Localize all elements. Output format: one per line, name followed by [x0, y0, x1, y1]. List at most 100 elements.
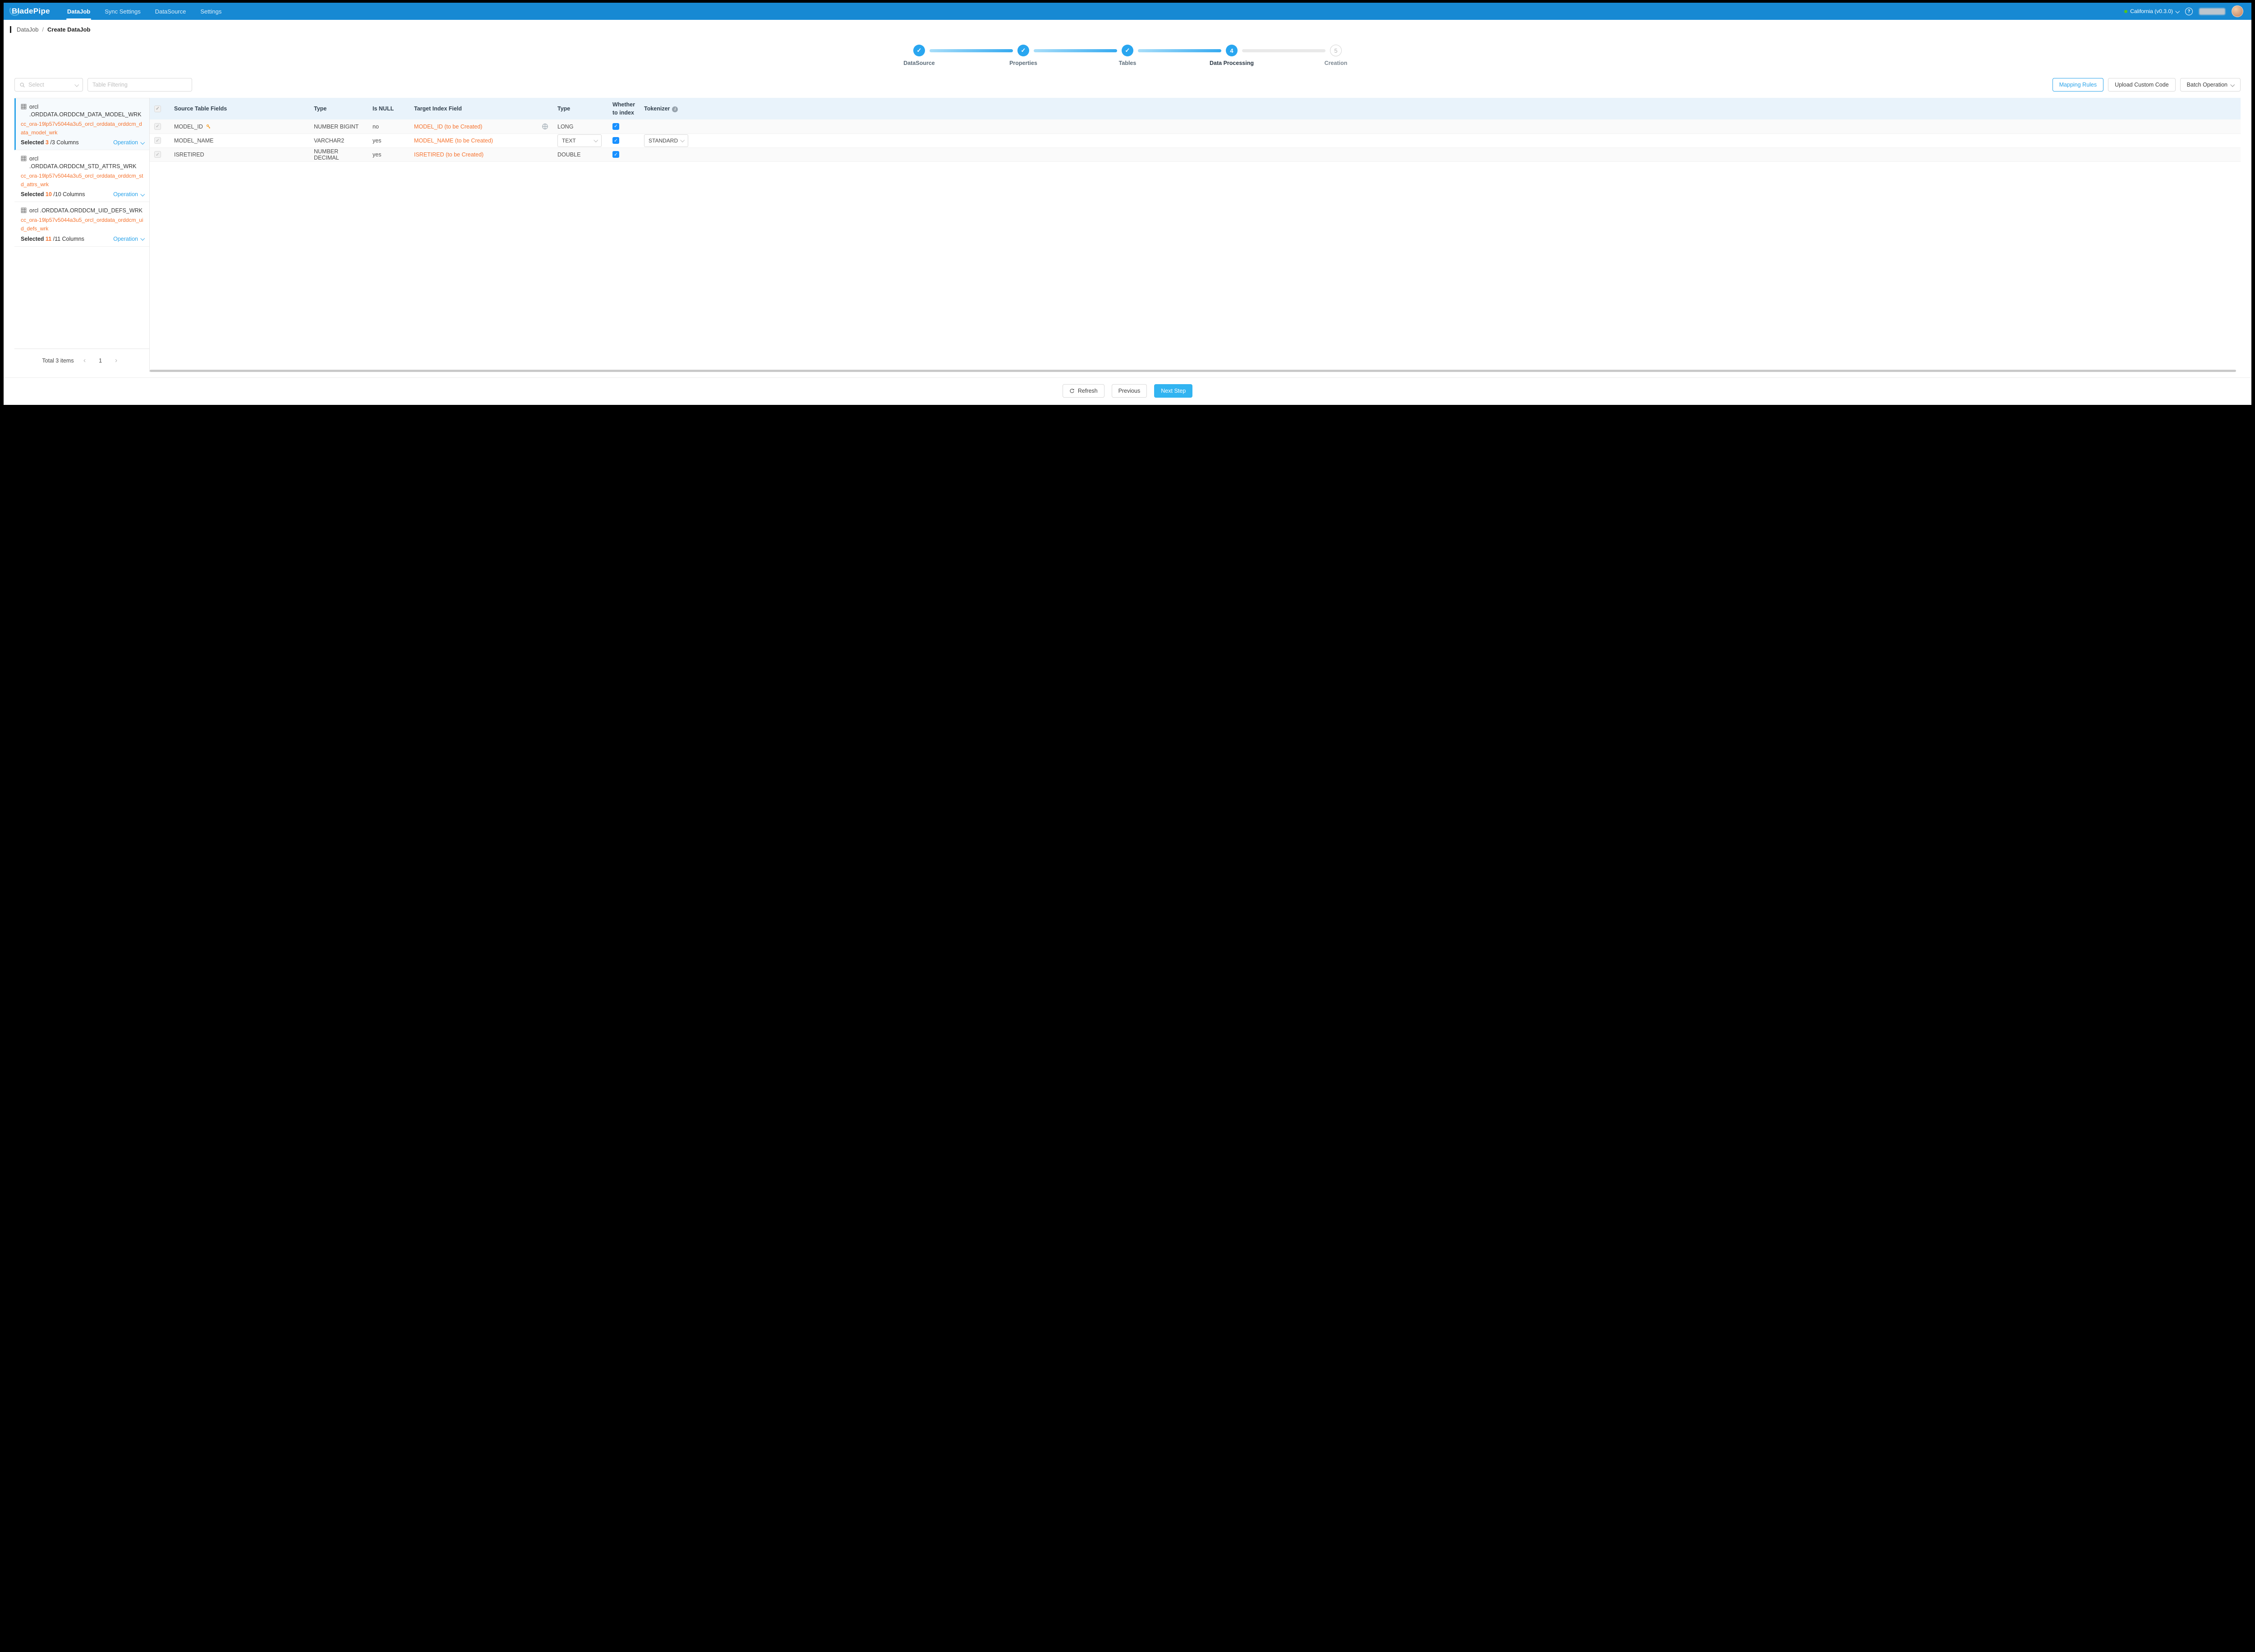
region-selector[interactable]: California (v0.3.0)	[2124, 8, 2180, 14]
tokenizer-cell	[640, 147, 2241, 162]
col-whether-to-index: Whether to index	[608, 98, 640, 120]
whether-index-checkbox[interactable]: ✓	[612, 123, 619, 130]
chevron-down-icon	[140, 192, 145, 197]
app-window: BladePipe DataJob Sync Settings DataSour…	[4, 3, 2251, 405]
step-number: 5	[1330, 45, 1342, 56]
target-field-name: ISRETIRED (to be Created)	[414, 151, 484, 158]
nav-item-sync-settings[interactable]: Sync Settings	[97, 3, 148, 20]
field-type: VARCHAR2	[309, 133, 368, 148]
prev-page-button[interactable]: ‹	[83, 356, 86, 364]
tokenizer-select[interactable]: STANDARD	[644, 134, 688, 147]
chevron-down-icon	[74, 82, 79, 87]
avatar[interactable]	[2232, 5, 2243, 17]
brand-logo[interactable]: BladePipe	[9, 5, 50, 16]
next-page-button[interactable]: ›	[115, 356, 118, 364]
nav-item-datajob[interactable]: DataJob	[60, 3, 97, 20]
row-checkbox: ✓	[154, 137, 161, 144]
table-list-item[interactable]: orcl .ORDDATA.ORDDCM_STD_ATTRS_WRK cc_or…	[14, 150, 149, 202]
source-tables-list: orcl .ORDDATA.ORDDCM_DATA_MODEL_WRK cc_o…	[14, 98, 149, 349]
breadcrumb-parent[interactable]: DataJob	[17, 26, 39, 33]
breadcrumb-accent-bar	[10, 26, 11, 33]
nav-item-label: Settings	[200, 8, 222, 15]
columns-total: /10 Columns	[53, 191, 85, 198]
step-data-processing: 4 Data Processing	[1210, 45, 1254, 66]
operation-dropdown-link[interactable]: Operation	[113, 191, 145, 197]
mapping-rules-label: Mapping Rules	[2059, 82, 2097, 88]
step-progress-bar	[1242, 49, 1325, 52]
refresh-button[interactable]: Refresh	[1062, 384, 1104, 398]
top-navbar: BladePipe DataJob Sync Settings DataSour…	[4, 3, 2251, 20]
field-is-null: no	[368, 119, 410, 134]
table-filtering-input[interactable]	[87, 78, 192, 92]
chevron-down-icon	[140, 140, 145, 145]
step-number: 4	[1226, 45, 1238, 56]
whether-index-checkbox[interactable]: ✓	[612, 151, 619, 158]
step-datasource: ✓ DataSource	[903, 45, 935, 66]
step-label: Creation	[1324, 60, 1348, 66]
target-field-name: MODEL_NAME (to be Created)	[414, 137, 493, 144]
step-check-icon: ✓	[1122, 45, 1133, 56]
target-field-name: MODEL_ID (to be Created)	[414, 123, 483, 130]
table-grid-icon	[21, 104, 27, 110]
upload-custom-code-button[interactable]: Upload Custom Code	[2108, 78, 2176, 92]
step-label: Properties	[1009, 60, 1037, 66]
columns-total: /3 Columns	[50, 139, 79, 146]
target-type-select[interactable]: TEXT	[557, 134, 602, 147]
info-icon[interactable]: i	[672, 106, 678, 113]
selected-count: 10	[45, 191, 52, 198]
target-field-globe-icon[interactable]	[542, 123, 548, 130]
whether-index-checkbox[interactable]: ✓	[612, 137, 619, 144]
field-type: NUMBER BIGINT	[309, 119, 368, 134]
filter-type-select[interactable]: Select	[14, 78, 83, 92]
next-step-button[interactable]: Next Step	[1154, 384, 1193, 398]
list-pagination: Total 3 items ‹ 1 ›	[14, 349, 149, 372]
page-number[interactable]: 1	[99, 357, 102, 364]
step-tables: ✓ Tables	[1119, 45, 1136, 66]
row-checkbox: ✓	[154, 123, 161, 130]
operation-dropdown-link[interactable]: Operation	[113, 139, 145, 146]
target-index-name: cc_ora-19lp57v5044a3u5_orcl_orddata_ordd…	[21, 217, 143, 232]
next-step-label: Next Step	[1161, 388, 1186, 394]
step-label: Data Processing	[1210, 60, 1254, 66]
field-type: NUMBER DECIMAL	[309, 147, 368, 162]
batch-operation-button[interactable]: Batch Operation	[2180, 78, 2241, 92]
chevron-down-icon	[2230, 82, 2235, 87]
nav-item-datasource[interactable]: DataSource	[148, 3, 193, 20]
breadcrumb: DataJob / Create DataJob	[4, 20, 2251, 37]
columns-total: /11 Columns	[53, 235, 84, 242]
selected-columns-summary: Selected 3 /3 Columns	[21, 139, 79, 146]
step-progress-bar	[1138, 49, 1221, 52]
nav-item-label: Sync Settings	[105, 8, 141, 15]
col-is-null: Is NULL	[368, 98, 410, 120]
table-row: ✓ MODEL_ID	[150, 119, 2241, 134]
target-type-value: TEXT	[562, 137, 576, 144]
brand-logo-text: BladePipe	[12, 7, 50, 15]
upload-custom-code-label: Upload Custom Code	[2115, 82, 2169, 88]
wizard-stepper: ✓ DataSource ✓ Properties ✓ Tables 4 Dat…	[4, 37, 2251, 77]
mapping-rules-button[interactable]: Mapping Rules	[2052, 78, 2104, 92]
col-target-type: Type	[553, 98, 608, 120]
operation-dropdown-link[interactable]: Operation	[113, 236, 145, 242]
col-tokenizer: Tokenizer i	[640, 98, 2241, 120]
help-icon[interactable]: ?	[2185, 7, 2193, 15]
table-list-item[interactable]: orcl .ORDDATA.ORDDCM_UID_DEFS_WRK cc_ora…	[14, 202, 149, 247]
table-grid-icon	[21, 208, 27, 213]
nav-item-settings[interactable]: Settings	[193, 3, 229, 20]
row-checkbox: ✓	[154, 151, 161, 158]
field-mapping-table-wrap: ✓ Source Table Fields Type Is NULL Targe…	[150, 98, 2241, 372]
target-index-name: cc_ora-19lp57v5044a3u5_orcl_orddata_ordd…	[21, 172, 143, 188]
chevron-down-icon	[680, 138, 685, 142]
region-status-dot	[2124, 9, 2128, 13]
previous-button[interactable]: Previous	[1111, 384, 1147, 398]
table-list-item[interactable]: orcl .ORDDATA.ORDDCM_DATA_MODEL_WRK cc_o…	[14, 98, 149, 151]
col-target-index-field: Target Index Field	[410, 98, 553, 120]
user-name-redacted	[2199, 8, 2225, 15]
step-check-icon: ✓	[913, 45, 925, 56]
table-grid-icon	[21, 156, 27, 161]
region-label: California (v0.3.0)	[2130, 8, 2173, 14]
horizontal-scrollbar[interactable]	[150, 370, 2236, 372]
primary-key-icon	[206, 124, 210, 129]
operation-label: Operation	[113, 139, 138, 146]
step-check-icon: ✓	[1017, 45, 1029, 56]
chevron-down-icon	[140, 236, 145, 241]
